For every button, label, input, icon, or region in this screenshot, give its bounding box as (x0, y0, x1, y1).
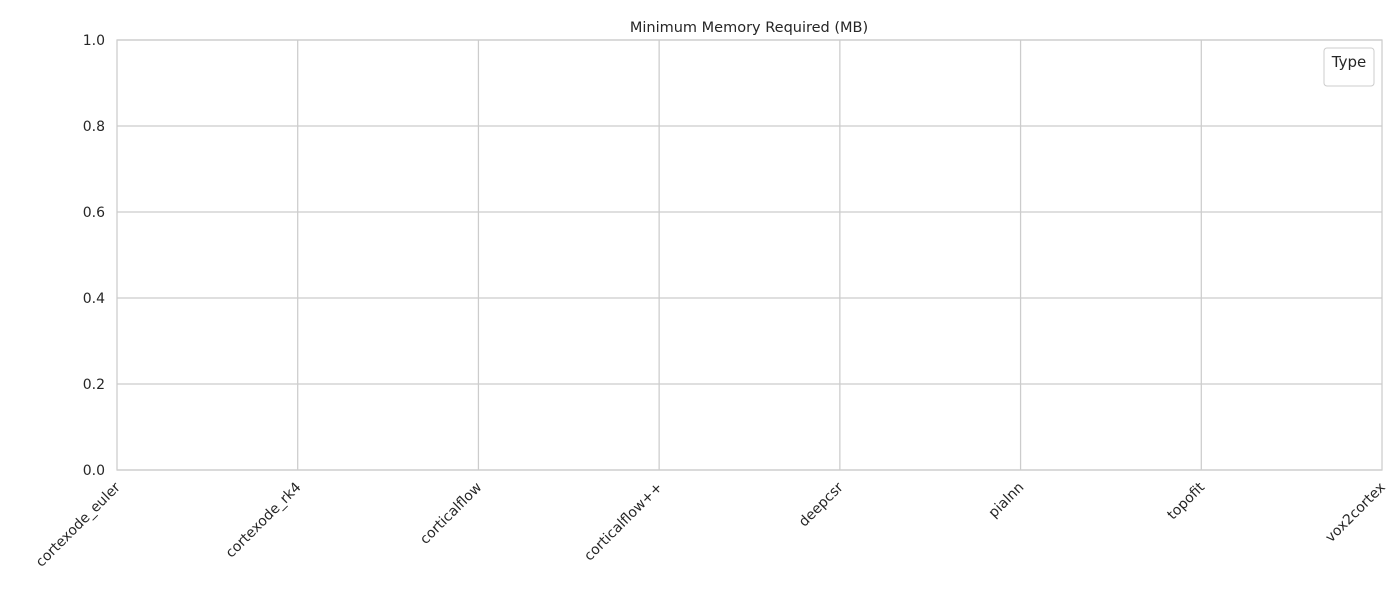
x-axis-ticks: cortexode_euler cortexode_rk4 corticalflow… (33, 479, 1389, 570)
legend: Type (1323, 47, 1375, 87)
y-axis-ticks: 0.0 0.2 0.4 0.6 0.8 1.0 (83, 33, 105, 479)
x-tick-label: corticalflow (417, 480, 485, 548)
y-tick-label: 0.2 (83, 377, 105, 393)
plot-frame (116, 39, 1383, 471)
y-tick-label: 1.0 (83, 33, 105, 49)
grid-lines (117, 39, 1382, 471)
legend-box (1323, 47, 1375, 87)
chart-title: Minimum Memory Required (MB) (630, 20, 868, 36)
y-tick-label: 0.8 (83, 119, 105, 135)
x-tick-label: pialnn (986, 480, 1028, 522)
x-tick-label: topofit (1164, 479, 1208, 523)
legend-title: Type (1331, 53, 1366, 71)
x-tick-label: cortexode_rk4 (223, 479, 305, 561)
y-tick-label: 0.0 (83, 463, 105, 479)
y-tick-label: 0.4 (83, 291, 105, 307)
y-tick-label: 0.6 (83, 205, 105, 221)
x-tick-label: deepcsr (796, 479, 847, 530)
x-tick-label: corticalflow++ (581, 480, 666, 565)
x-tick-label: cortexode_euler (33, 479, 124, 570)
x-tick-label: vox2cortex (1323, 480, 1389, 546)
